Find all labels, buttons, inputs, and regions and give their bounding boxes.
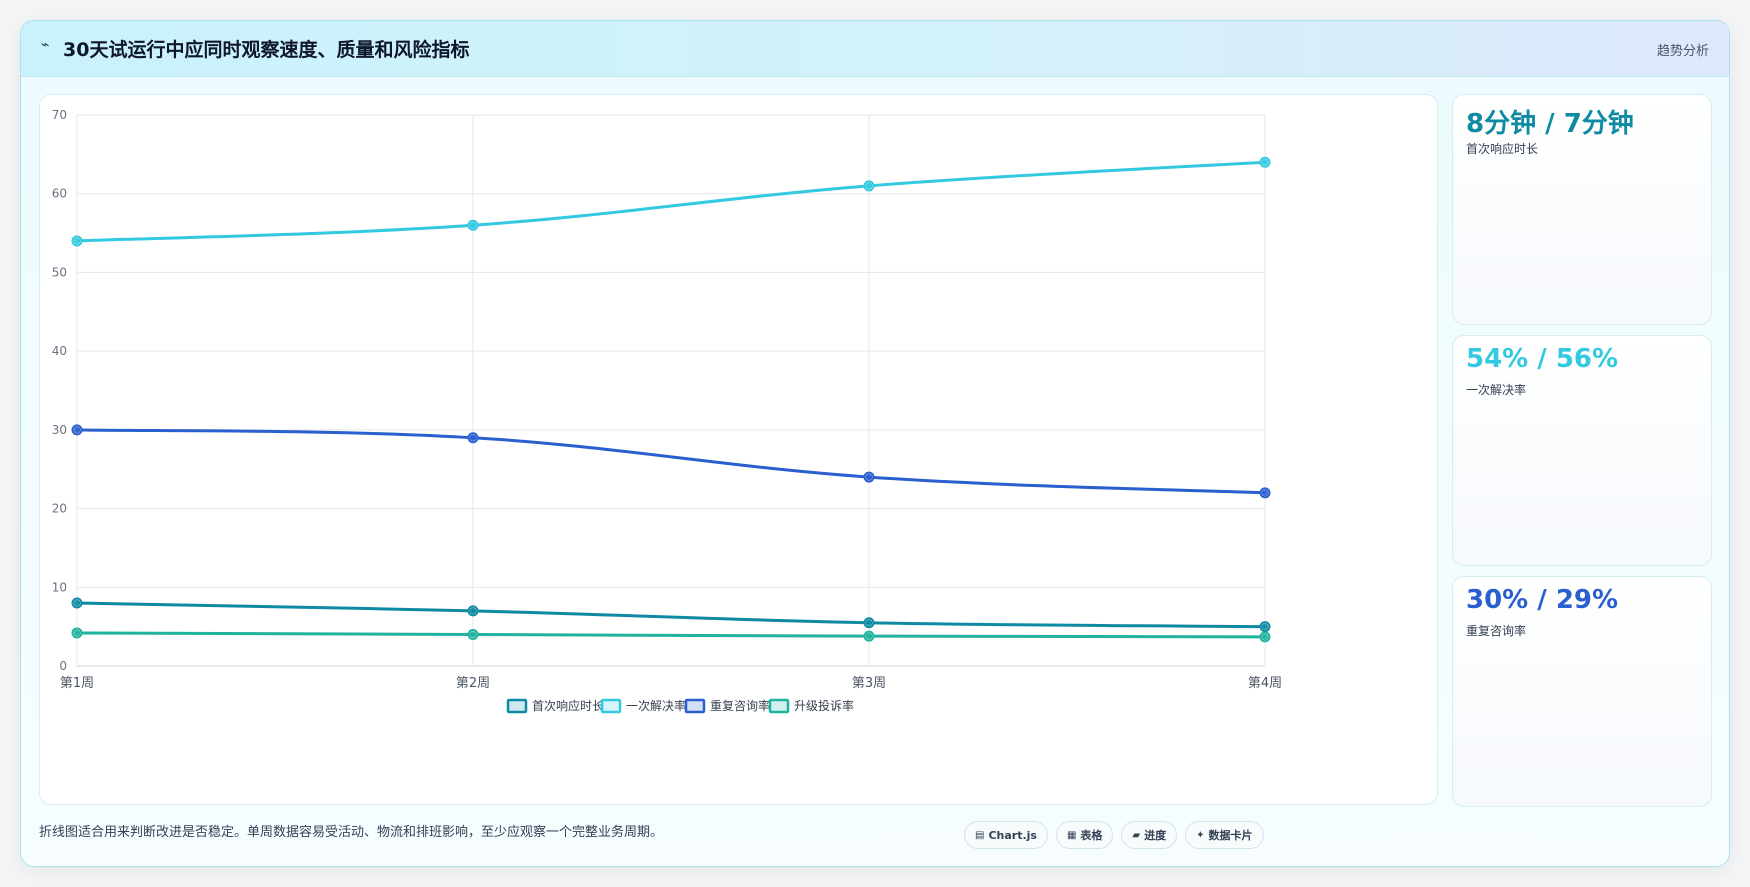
- y-tick-label: 30: [52, 423, 67, 437]
- data-point-ring: [1259, 156, 1271, 168]
- card-header: ⌁ 30天试运行中应同时观察速度、质量和风险指标 趋势分析: [21, 21, 1729, 77]
- legend-label: 首次响应时长: [532, 698, 604, 713]
- data-point-ring: [71, 424, 83, 436]
- kpi-card-repeat-rate: 30% / 29% 重复咨询率: [1452, 576, 1712, 807]
- data-point-ring: [863, 471, 875, 483]
- legend-swatch: [684, 698, 706, 714]
- chart-panel: 0 10 20 30 40 50 60 70 第1周 第2周 第3周 第4周首次响应时长 一次解决率 重复…: [39, 94, 1438, 805]
- data-point-ring: [467, 432, 479, 444]
- data-point-ring: [71, 597, 83, 609]
- badge-chartjs[interactable]: ▤ Chart.js: [964, 821, 1048, 849]
- kpi-card-response-time: 8分钟 / 7分钟 首次响应时长: [1452, 94, 1712, 325]
- chart-icon: ▤: [975, 829, 985, 841]
- kpi-label: 首次响应时长: [1466, 142, 1539, 156]
- y-tick-label: 0: [59, 659, 67, 673]
- badge-label: 进度: [1144, 829, 1167, 842]
- badge-label: Chart.js: [988, 828, 1037, 842]
- data-point-ring: [863, 630, 875, 642]
- trend-analysis-link[interactable]: 趋势分析: [1656, 44, 1709, 59]
- badge-table[interactable]: ▦ 表格: [1055, 821, 1114, 849]
- data-point-ring: [71, 235, 83, 247]
- kpi-label: 一次解决率: [1466, 383, 1527, 397]
- legend-label: 升级投诉率: [794, 698, 854, 713]
- legend-swatch: [600, 698, 622, 714]
- series-line: [76, 160, 1266, 243]
- data-point-ring: [467, 605, 479, 617]
- table-icon: ▦: [1066, 829, 1077, 841]
- data-point-ring: [1259, 487, 1271, 499]
- badge-label: 表格: [1080, 829, 1103, 842]
- badge-label: 数据卡片: [1208, 829, 1253, 842]
- footer-note: 折线图适合用来判断改进是否稳定。单周数据容易受活动、物流和排班影响，至少应观察一…: [39, 825, 664, 840]
- card-icon: ✦: [1196, 829, 1205, 841]
- series-line: [76, 428, 1266, 495]
- page-title: 30天试运行中应同时观察速度、质量和风险指标: [63, 39, 470, 61]
- kpi-value: 8分钟 / 7分钟: [1466, 109, 1634, 139]
- tech-badges: ▤ Chart.js ▦ 表格 ▰ 进度 ✦ 数据卡片: [964, 821, 1264, 849]
- y-tick-label: 60: [52, 187, 67, 201]
- y-tick-label: 20: [52, 502, 67, 516]
- data-point-ring: [863, 617, 875, 629]
- legend-swatch: [768, 698, 790, 714]
- legend-label: 一次解决率: [626, 698, 686, 713]
- dashboard-card: ⌁ 30天试运行中应同时观察速度、质量和风险指标 趋势分析 0 10 20 30 40 5…: [20, 20, 1730, 867]
- progress-icon: ▰: [1132, 829, 1141, 841]
- x-tick-label: 第1周: [60, 676, 94, 691]
- data-point-ring: [1259, 621, 1271, 633]
- data-point-ring: [863, 180, 875, 192]
- kpi-label: 重复咨询率: [1466, 624, 1527, 638]
- x-tick-label: 第3周: [852, 676, 886, 691]
- legend-swatch: [506, 698, 528, 714]
- badge-progress[interactable]: ▰ 进度: [1121, 821, 1178, 849]
- x-tick-label: 第2周: [456, 676, 490, 691]
- x-tick-label: 第4周: [1248, 676, 1282, 691]
- data-point-ring: [1259, 631, 1271, 643]
- kpi-value: 30% / 29%: [1466, 585, 1619, 615]
- y-tick-label: 70: [52, 108, 67, 122]
- data-point-ring: [71, 627, 83, 639]
- trend-icon: ⌁: [41, 37, 50, 53]
- kpi-card-resolution-rate: 54% / 56% 一次解决率: [1452, 335, 1712, 566]
- y-tick-label: 40: [52, 344, 67, 358]
- data-point-ring: [467, 219, 479, 231]
- series-line: [76, 631, 1266, 639]
- y-tick-label: 50: [52, 265, 67, 279]
- data-point-ring: [467, 629, 479, 641]
- y-tick-label: 10: [52, 580, 67, 594]
- kpi-value: 54% / 56%: [1466, 344, 1619, 374]
- badge-data-card[interactable]: ✦ 数据卡片: [1185, 821, 1264, 849]
- legend-label: 重复咨询率: [710, 698, 770, 713]
- series-line: [76, 601, 1266, 629]
